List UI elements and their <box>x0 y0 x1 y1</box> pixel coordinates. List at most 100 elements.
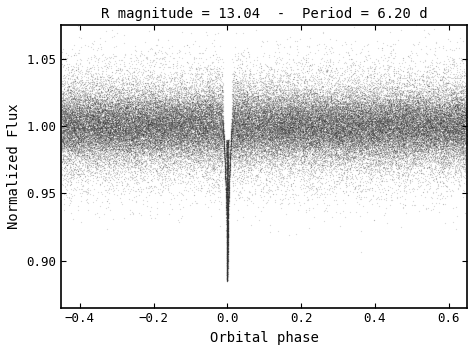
Point <box>313 140 320 145</box>
Point <box>330 132 338 138</box>
Point <box>114 152 121 158</box>
Point <box>268 110 275 116</box>
Point <box>423 131 430 137</box>
Point <box>124 115 132 121</box>
Point <box>276 142 284 147</box>
Point <box>312 139 320 145</box>
Point <box>94 124 102 130</box>
Point <box>158 156 166 161</box>
Point <box>430 142 438 147</box>
Point <box>195 126 202 131</box>
Point <box>449 107 457 113</box>
Point <box>151 105 159 111</box>
Point <box>201 117 208 122</box>
Point <box>378 102 385 108</box>
Point <box>457 88 465 94</box>
Point <box>442 111 450 116</box>
Point <box>377 152 385 158</box>
Point <box>444 132 452 138</box>
Point <box>83 129 91 135</box>
Point <box>451 137 458 142</box>
Point <box>87 134 95 140</box>
Point <box>73 134 81 139</box>
Point <box>373 122 380 128</box>
Point <box>76 129 84 134</box>
Point <box>142 140 150 146</box>
Point <box>371 120 379 126</box>
Point <box>70 127 78 133</box>
Point <box>328 128 336 134</box>
Point <box>430 116 438 121</box>
Point <box>255 136 262 142</box>
Point <box>356 125 364 130</box>
Point <box>190 135 197 140</box>
Point <box>139 132 146 138</box>
Point <box>443 105 450 110</box>
Point <box>419 125 426 131</box>
Point <box>367 87 374 92</box>
Point <box>294 128 302 134</box>
Point <box>260 131 268 136</box>
Point <box>393 120 401 126</box>
Point <box>364 143 372 148</box>
Point <box>255 119 263 125</box>
Point <box>322 118 329 123</box>
Point <box>121 136 128 142</box>
Point <box>401 103 409 109</box>
Point <box>341 83 349 89</box>
Point <box>84 200 92 206</box>
Point <box>283 114 290 120</box>
Point <box>222 143 230 149</box>
Point <box>243 132 251 138</box>
Point <box>264 133 271 139</box>
Point <box>297 129 305 134</box>
Point <box>312 143 319 149</box>
Point <box>443 137 451 143</box>
Point <box>106 127 114 133</box>
Point <box>88 115 96 121</box>
Point <box>142 126 149 131</box>
Point <box>369 126 377 131</box>
Point <box>235 88 242 94</box>
Point <box>339 197 347 202</box>
Point <box>391 111 399 117</box>
Point <box>404 69 412 75</box>
Point <box>446 125 454 131</box>
Point <box>90 125 98 131</box>
Point <box>116 108 123 113</box>
Point <box>460 122 467 128</box>
Point <box>453 84 461 89</box>
Point <box>187 112 195 118</box>
Point <box>116 81 124 87</box>
Point <box>375 147 383 153</box>
Point <box>399 122 407 128</box>
Point <box>446 100 453 106</box>
Point <box>101 146 109 152</box>
Point <box>158 115 165 120</box>
Point <box>433 155 441 160</box>
Point <box>267 134 275 139</box>
Point <box>306 140 314 145</box>
Point <box>231 117 238 122</box>
Point <box>432 117 440 123</box>
Point <box>285 112 293 118</box>
Point <box>129 138 137 143</box>
Point <box>356 174 364 180</box>
Point <box>188 133 195 138</box>
Point <box>226 164 234 170</box>
Point <box>128 131 135 137</box>
Point <box>129 140 137 145</box>
Point <box>304 132 311 137</box>
Point <box>72 93 80 99</box>
Point <box>177 132 184 138</box>
Point <box>365 124 373 130</box>
Point <box>117 107 125 113</box>
Point <box>396 92 403 98</box>
Point <box>172 127 179 132</box>
Point <box>267 110 274 116</box>
Point <box>110 114 118 120</box>
Point <box>239 122 247 127</box>
Point <box>407 110 415 115</box>
Point <box>161 130 168 136</box>
Point <box>139 112 147 117</box>
